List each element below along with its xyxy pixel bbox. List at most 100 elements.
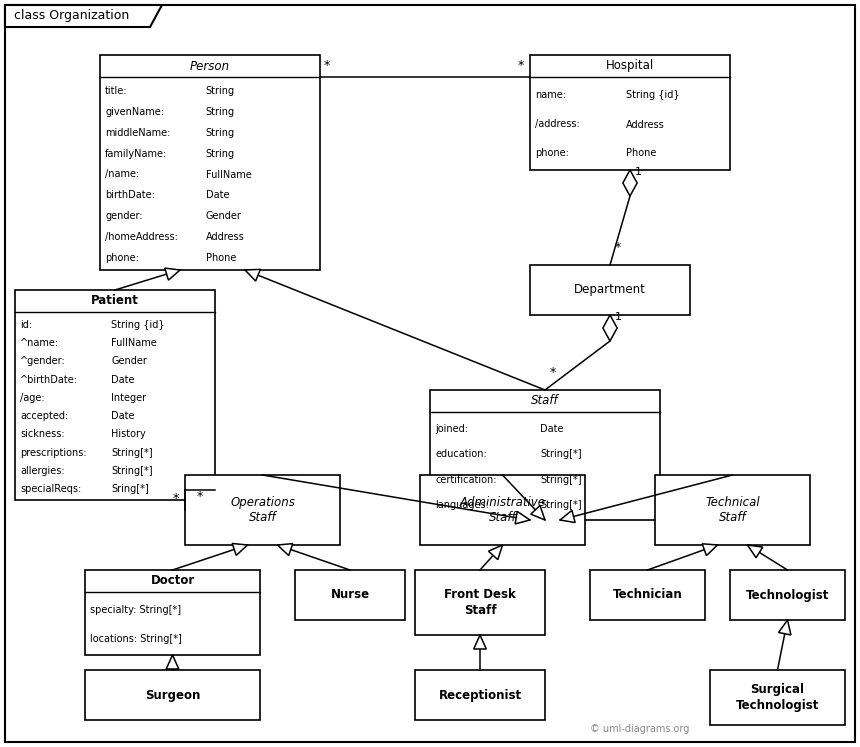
Polygon shape [278, 544, 292, 556]
Bar [710, 670, 845, 725]
Bar [85, 670, 260, 720]
Text: Gender: Gender [111, 356, 147, 367]
Text: String {id}: String {id} [626, 90, 679, 101]
Text: © uml-diagrams.org: © uml-diagrams.org [590, 724, 690, 734]
Bar [730, 570, 845, 620]
Text: sickness:: sickness: [20, 430, 64, 439]
Text: id:: id: [20, 320, 32, 330]
Bar [85, 570, 260, 655]
Text: locations: String[*]: locations: String[*] [90, 633, 181, 644]
Text: Hospital: Hospital [606, 60, 654, 72]
Text: Phone: Phone [626, 149, 656, 158]
Bar [185, 475, 340, 545]
Polygon shape [165, 268, 180, 280]
Text: FullName: FullName [111, 338, 157, 348]
Polygon shape [603, 315, 617, 341]
Text: *: * [550, 366, 556, 379]
Text: birthDate:: birthDate: [105, 190, 155, 200]
Text: String[*]: String[*] [111, 447, 152, 457]
Text: gender:: gender: [105, 211, 143, 221]
Text: /name:: /name: [105, 170, 139, 179]
Polygon shape [515, 512, 530, 524]
Text: allergies:: allergies: [20, 465, 64, 476]
Text: Date: Date [540, 424, 564, 434]
Text: Department: Department [574, 284, 646, 297]
Polygon shape [5, 5, 162, 27]
Polygon shape [531, 506, 545, 520]
Text: ^gender:: ^gender: [20, 356, 65, 367]
Text: Receptionist: Receptionist [439, 689, 521, 701]
Text: 1: 1 [615, 312, 622, 322]
Text: String[*]: String[*] [540, 475, 582, 485]
Polygon shape [232, 544, 248, 556]
Polygon shape [488, 545, 502, 560]
Text: Technician: Technician [612, 589, 682, 601]
Text: Surgeon: Surgeon [144, 689, 200, 701]
Bar [415, 570, 545, 635]
Bar [430, 390, 660, 520]
Text: joined:: joined: [435, 424, 468, 434]
Text: String[*]: String[*] [111, 465, 152, 476]
Text: String[*]: String[*] [540, 500, 582, 510]
Text: /address:: /address: [535, 120, 580, 129]
Text: Operations
Staff: Operations Staff [230, 496, 295, 524]
Text: Date: Date [206, 190, 229, 200]
Text: Sring[*]: Sring[*] [111, 484, 149, 494]
Text: ^birthDate:: ^birthDate: [20, 375, 78, 385]
Text: Staff: Staff [531, 394, 559, 408]
Text: Surgical
Technologist: Surgical Technologist [736, 684, 820, 711]
Bar [590, 570, 705, 620]
Text: Doctor: Doctor [150, 574, 194, 587]
Bar [415, 670, 545, 720]
Bar [100, 55, 320, 270]
Text: Technical
Staff: Technical Staff [705, 496, 760, 524]
Text: *: * [197, 490, 203, 503]
Text: Front Desk
Staff: Front Desk Staff [444, 589, 516, 616]
Text: name:: name: [535, 90, 566, 101]
Text: Patient: Patient [91, 294, 139, 308]
Polygon shape [778, 620, 791, 635]
Text: String: String [206, 149, 235, 158]
Text: Gender: Gender [206, 211, 242, 221]
Text: middleName:: middleName: [105, 128, 170, 138]
Text: String {id}: String {id} [111, 320, 164, 330]
Text: languages:: languages: [435, 500, 488, 510]
Text: Address: Address [206, 232, 244, 242]
Text: givenName:: givenName: [105, 107, 164, 117]
Text: Technologist: Technologist [746, 589, 829, 601]
Text: Administrative
Staff: Administrative Staff [459, 496, 545, 524]
Text: specialReqs:: specialReqs: [20, 484, 81, 494]
Text: phone:: phone: [105, 252, 138, 263]
Text: Date: Date [111, 411, 134, 421]
Text: accepted:: accepted: [20, 411, 68, 421]
Text: phone:: phone: [535, 149, 568, 158]
Text: Phone: Phone [206, 252, 236, 263]
Polygon shape [560, 510, 575, 523]
Polygon shape [245, 270, 261, 281]
Text: *: * [615, 241, 621, 254]
Bar [295, 570, 405, 620]
Polygon shape [166, 655, 179, 669]
Text: Person: Person [190, 60, 230, 72]
Polygon shape [703, 544, 717, 556]
Text: FullName: FullName [206, 170, 251, 179]
Bar [15, 290, 215, 500]
Bar [530, 55, 730, 170]
Bar [530, 265, 690, 315]
Text: certification:: certification: [435, 475, 496, 485]
Text: /age:: /age: [20, 393, 45, 403]
Text: Address: Address [626, 120, 665, 129]
Text: education:: education: [435, 449, 487, 459]
Text: *: * [324, 59, 330, 72]
Text: Date: Date [111, 375, 134, 385]
Text: *: * [173, 492, 179, 505]
Polygon shape [747, 545, 763, 558]
Text: title:: title: [105, 87, 127, 96]
Text: Nurse: Nurse [330, 589, 370, 601]
Text: Integer: Integer [111, 393, 146, 403]
Text: class Organization: class Organization [14, 10, 129, 22]
Text: String[*]: String[*] [540, 449, 582, 459]
Text: 1: 1 [635, 167, 642, 177]
Text: /homeAddress:: /homeAddress: [105, 232, 178, 242]
Bar [420, 475, 585, 545]
